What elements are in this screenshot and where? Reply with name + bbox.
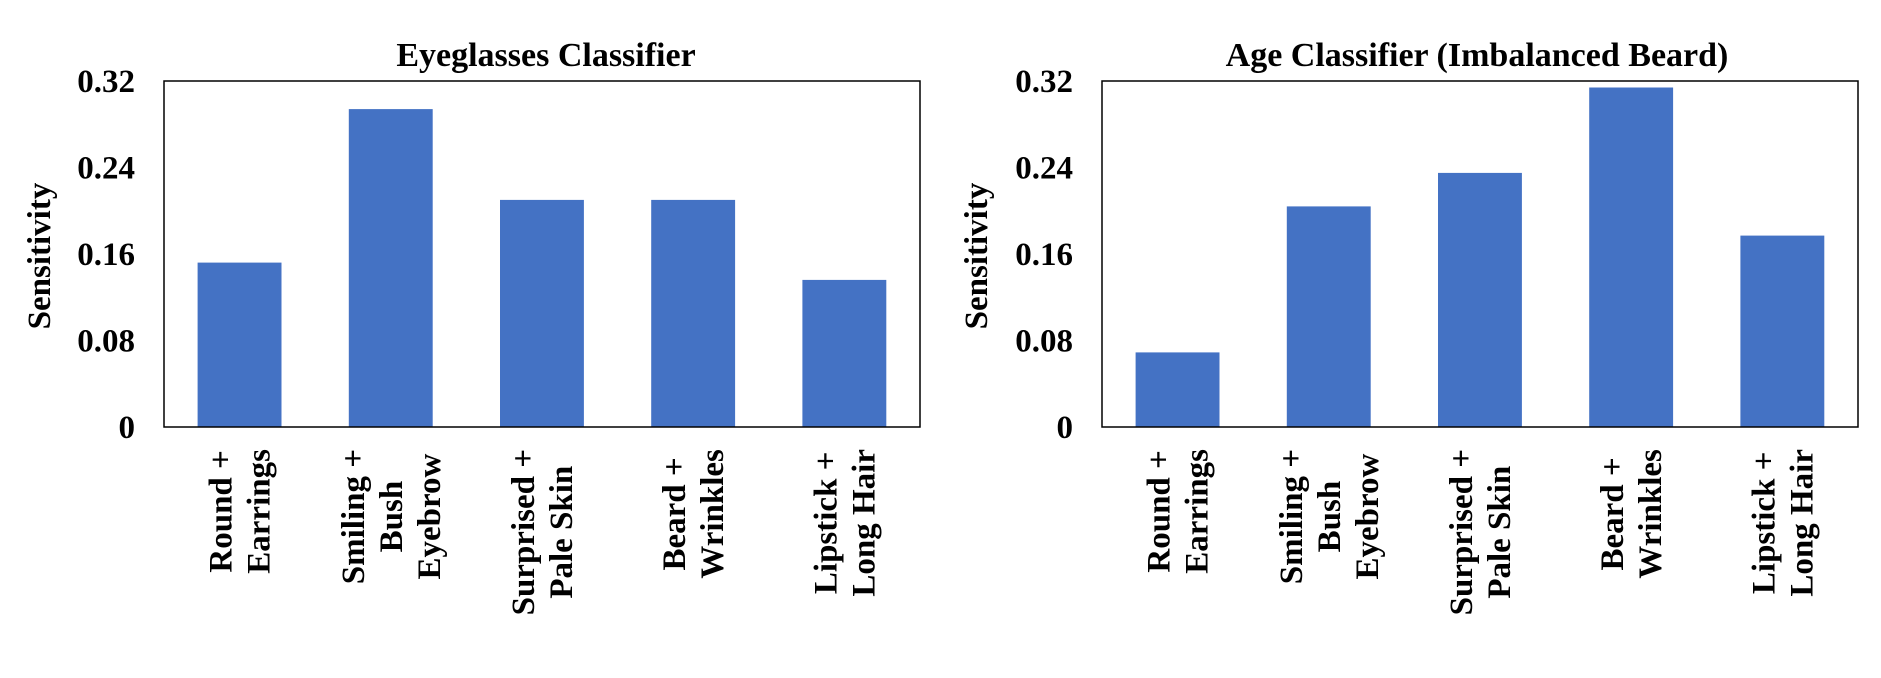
age-chart: Age Classifier (Imbalanced Beard) Sensit… bbox=[959, 37, 1859, 616]
bar bbox=[1589, 87, 1674, 427]
x-category-line: Earrings bbox=[1180, 449, 1216, 574]
x-category-label: Surprised + Pale Skin bbox=[1444, 449, 1518, 615]
x-category-label: Lipstick + Long Hair bbox=[1746, 449, 1820, 597]
chart-title: Age Classifier (Imbalanced Beard) bbox=[1226, 37, 1729, 74]
y-tick-label: 0 bbox=[119, 410, 136, 446]
y-tick-label: 0.24 bbox=[77, 151, 135, 187]
x-category-label: Smiling + Bush Eyebrow bbox=[336, 449, 448, 584]
x-category-line: Wrinkles bbox=[1633, 449, 1669, 579]
x-category-label: Round + Earrings bbox=[1142, 449, 1216, 574]
x-category-line: Smiling + bbox=[336, 449, 372, 584]
bar bbox=[1438, 172, 1522, 427]
y-ticks: 0 0.08 0.16 0.24 0.32 bbox=[77, 64, 135, 446]
y-axis-label: Sensitivity bbox=[959, 182, 995, 329]
bar bbox=[1740, 235, 1825, 427]
eyeglasses-chart: Eyeglasses Classifier Sensitivity 00.080… bbox=[22, 37, 921, 616]
x-category-line: Eyebrow bbox=[1350, 453, 1386, 579]
x-category-line: Earrings bbox=[242, 449, 278, 574]
x-category-line: Surprised + bbox=[506, 449, 542, 615]
bars bbox=[1135, 87, 1825, 427]
x-category-label: Surprised + Pale Skin bbox=[506, 449, 580, 615]
y-tick-label: 0.32 bbox=[1015, 64, 1073, 100]
x-category-line: Beard + bbox=[657, 457, 693, 570]
y-tick-label: 0.32 bbox=[77, 64, 135, 100]
bar bbox=[802, 279, 887, 427]
bars bbox=[197, 109, 887, 427]
plot-frame bbox=[1101, 80, 1859, 428]
x-category-line: Round + bbox=[204, 450, 240, 572]
y-tick-label: 0.08 bbox=[1015, 324, 1073, 360]
category-labels: Round + Earrings Smiling + Bush Eyebrow Surpr… bbox=[204, 449, 883, 616]
x-category-label: Smiling + Bush Eyebrow bbox=[1274, 449, 1386, 584]
y-tick-label: 0 bbox=[1057, 410, 1074, 446]
x-category-line: Beard + bbox=[1595, 457, 1631, 570]
bar bbox=[348, 109, 433, 427]
bar bbox=[500, 199, 584, 427]
bar bbox=[651, 199, 736, 427]
category-labels: Round + Earrings Smiling + Bush Eyebrow Surpr… bbox=[1142, 449, 1821, 616]
x-category-line: Pale Skin bbox=[1482, 466, 1518, 599]
x-category-line: Pale Skin bbox=[544, 466, 580, 599]
y-tick-label: 0.16 bbox=[1015, 237, 1073, 273]
x-category-line: Long Hair bbox=[1784, 449, 1820, 597]
x-category-label: Beard + Wrinkles bbox=[657, 449, 731, 579]
x-category-line: Lipstick + bbox=[808, 452, 844, 595]
x-category-line: Round + bbox=[1142, 450, 1178, 572]
chart-title: Eyeglasses Classifier bbox=[396, 37, 695, 74]
x-category-label: Lipstick + Long Hair bbox=[808, 449, 882, 597]
bar bbox=[1135, 352, 1220, 427]
x-category-line: Bush bbox=[374, 481, 410, 553]
x-category-line: Bush bbox=[1312, 481, 1348, 553]
x-category-line: Surprised + bbox=[1444, 449, 1480, 615]
y-tick-label: 0.16 bbox=[77, 237, 135, 273]
y-axis-label: Sensitivity bbox=[22, 182, 58, 329]
plot-frame bbox=[163, 80, 921, 428]
x-category-label: Beard + Wrinkles bbox=[1595, 449, 1669, 579]
x-category-line: Smiling + bbox=[1274, 449, 1310, 584]
x-category-line: Eyebrow bbox=[412, 453, 448, 579]
x-category-line: Long Hair bbox=[846, 449, 882, 597]
x-category-line: Wrinkles bbox=[695, 449, 731, 579]
y-ticks: 0 0.08 0.16 0.24 0.32 bbox=[1015, 64, 1073, 446]
bar bbox=[1286, 206, 1371, 427]
bar bbox=[197, 262, 282, 427]
y-tick-label: 0.24 bbox=[1015, 151, 1073, 187]
x-category-label: Round + Earrings bbox=[204, 449, 278, 574]
x-category-line: Lipstick + bbox=[1746, 452, 1782, 595]
y-tick-label: 0.08 bbox=[77, 324, 135, 360]
